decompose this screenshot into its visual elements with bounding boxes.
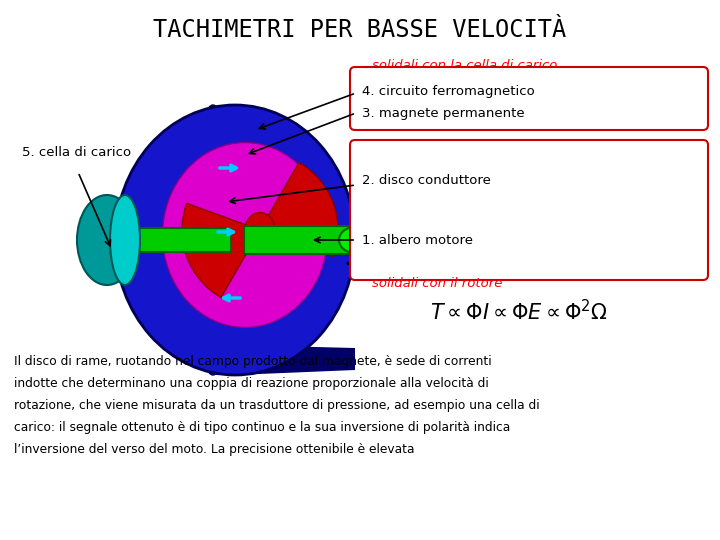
Text: $T \propto \Phi I \propto \Phi E \propto \Phi^2 \Omega$: $T \propto \Phi I \propto \Phi E \propto… xyxy=(430,299,608,325)
Text: 4. circuito ferromagnetico: 4. circuito ferromagnetico xyxy=(362,84,535,98)
Polygon shape xyxy=(213,345,355,375)
Wedge shape xyxy=(260,163,338,256)
Ellipse shape xyxy=(191,105,235,375)
Text: 2. disco conduttore: 2. disco conduttore xyxy=(362,173,491,186)
Text: rotazione, che viene misurata da un trasduttore di pressione, ad esempio una cel: rotazione, che viene misurata da un tras… xyxy=(14,399,539,412)
FancyBboxPatch shape xyxy=(129,228,231,252)
Wedge shape xyxy=(182,204,260,298)
Ellipse shape xyxy=(339,227,371,253)
Text: 3. magnete permanente: 3. magnete permanente xyxy=(362,106,525,119)
Ellipse shape xyxy=(245,213,275,247)
Text: solidali con la cella di carico: solidali con la cella di carico xyxy=(372,59,557,72)
Text: carico: il segnale ottenuto è di tipo continuo e la sua inversione di polarità i: carico: il segnale ottenuto è di tipo co… xyxy=(14,421,510,434)
Text: TACHIMETRI PER BASSE VELOCITÀ: TACHIMETRI PER BASSE VELOCITÀ xyxy=(153,18,567,42)
Text: 5. cella di carico: 5. cella di carico xyxy=(22,145,131,159)
FancyBboxPatch shape xyxy=(244,226,356,254)
Text: indotte che determinano una coppia di reazione proporzionale alla velocità di: indotte che determinano una coppia di re… xyxy=(14,377,489,390)
Text: 1. albero motore: 1. albero motore xyxy=(362,233,473,246)
Ellipse shape xyxy=(110,195,140,285)
FancyBboxPatch shape xyxy=(350,140,708,280)
Text: solidali con il rotore: solidali con il rotore xyxy=(372,277,503,290)
Ellipse shape xyxy=(163,143,328,327)
Ellipse shape xyxy=(115,105,355,375)
Text: Il disco di rame, ruotando nel campo prodotto dal magnete, è sede di correnti: Il disco di rame, ruotando nel campo pro… xyxy=(14,355,492,368)
FancyBboxPatch shape xyxy=(350,67,708,130)
Text: l’inversione del verso del moto. La precisione ottenibile è elevata: l’inversione del verso del moto. La prec… xyxy=(14,443,415,456)
Ellipse shape xyxy=(77,195,137,285)
